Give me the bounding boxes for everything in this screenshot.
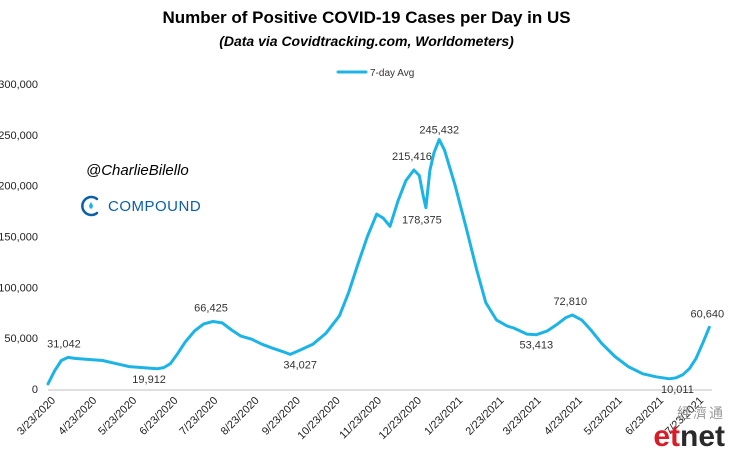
data-label: 19,912 — [132, 374, 166, 386]
watermark: 經濟通 etnet — [653, 403, 725, 453]
data-label: 178,375 — [402, 215, 442, 227]
y-axis: 0 50,000 100,000 150,000 200,000 250,000 300,0… — [0, 79, 38, 396]
chart-subtitle: (Data via Covidtracking.com, Worldometer… — [219, 33, 514, 49]
x-tick-label: 3/23/2021 — [501, 395, 544, 438]
y-tick-label: 100,000 — [0, 282, 38, 294]
data-label: 215,416 — [392, 151, 432, 163]
y-tick-label: 300,000 — [0, 79, 38, 91]
x-tick-label: 6/23/2020 — [137, 395, 180, 438]
plot-area — [46, 138, 711, 386]
data-label: 53,413 — [520, 340, 554, 352]
x-tick-label: 2/23/2021 — [463, 395, 506, 438]
y-tick-label: 150,000 — [0, 232, 38, 244]
data-label: 34,027 — [283, 359, 317, 371]
data-labels: 31,042 19,912 66,425 34,027 215,416 178,375 24… — [47, 124, 724, 395]
data-label: 72,810 — [553, 296, 587, 308]
author-handle: @CharlieBilello — [86, 162, 189, 179]
data-label: 66,425 — [194, 302, 228, 314]
y-tick-label: 50,000 — [4, 333, 38, 345]
data-label: 60,640 — [691, 308, 725, 320]
x-tick-label: 4/23/2021 — [542, 395, 585, 438]
series-line — [46, 138, 711, 386]
legend-label: 7-day Avg — [370, 68, 414, 79]
x-tick-label: 5/23/2021 — [582, 395, 625, 438]
x-tick-label: 12/23/2020 — [377, 395, 424, 442]
compound-logo: COMPOUND — [80, 195, 201, 217]
x-tick-label: 7/23/2020 — [177, 395, 220, 438]
x-tick-label: 10/23/2020 — [295, 395, 342, 442]
x-tick-label: 5/23/2020 — [96, 395, 139, 438]
data-label: 10,011 — [661, 384, 694, 396]
data-label: 31,042 — [47, 338, 81, 350]
x-axis: 3/23/20204/23/20205/23/20206/23/20207/23… — [15, 389, 712, 442]
x-tick-label: 8/23/2020 — [219, 395, 262, 438]
data-label: 245,432 — [419, 124, 459, 136]
watermark-logo: etnet — [653, 420, 725, 453]
y-tick-label: 200,000 — [0, 181, 38, 193]
x-tick-label: 4/23/2020 — [56, 395, 99, 438]
y-tick-label: 250,000 — [0, 130, 38, 142]
compound-drop-icon — [81, 195, 99, 217]
x-tick-label: 1/23/2021 — [422, 395, 465, 438]
x-tick-label: 3/23/2020 — [15, 395, 58, 438]
watermark-chinese: 經濟通 — [677, 406, 725, 422]
legend: 7-day Avg — [336, 68, 414, 79]
chart-title: Number of Positive COVID-19 Cases per Da… — [162, 8, 571, 27]
y-tick-label: 0 — [32, 384, 38, 396]
company-name: COMPOUND — [108, 197, 202, 215]
